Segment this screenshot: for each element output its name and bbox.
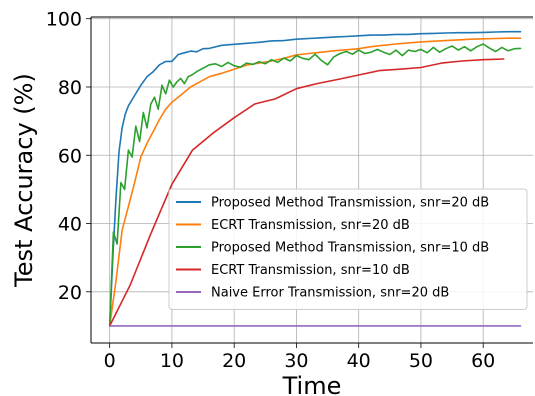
legend-box xyxy=(168,188,528,310)
legend-entry: Proposed Method Transmission, snr=10 dB xyxy=(211,241,489,256)
x-tick-label: 50 xyxy=(409,350,433,372)
y-tick-label: 40 xyxy=(58,214,82,236)
y-tick-label: 100 xyxy=(46,9,82,31)
x-tick-label: 30 xyxy=(284,350,308,372)
y-tick-label: 20 xyxy=(58,282,82,304)
x-tick-label: 0 xyxy=(104,350,116,372)
legend-entry: ECRT Transmission, snr=20 dB xyxy=(211,218,410,233)
axes xyxy=(86,16,533,348)
legend-entry: ECRT Transmission, snr=10 dB xyxy=(211,263,410,278)
legend-entry: Proposed Method Transmission, snr=20 dB xyxy=(211,196,489,211)
legend: Proposed Method Transmission, snr=20 dB E… xyxy=(168,188,528,310)
series-layer xyxy=(108,30,522,327)
y-tick-label: 80 xyxy=(58,77,82,99)
y-axis-label: Test Accuracy (%) xyxy=(10,73,38,288)
x-tick-label: 60 xyxy=(471,350,495,372)
x-tick-label: 40 xyxy=(347,350,371,372)
y-tick-label: 60 xyxy=(58,145,82,167)
series-line-2 xyxy=(108,37,522,327)
x-axis-label: Time xyxy=(282,372,342,396)
x-tick-label: 20 xyxy=(222,350,246,372)
series-line-4 xyxy=(108,58,505,327)
tick-labels: 0 10 20 30 40 50 60 20 40 60 80 100 xyxy=(46,9,496,372)
series-line-1 xyxy=(108,30,522,327)
series-line-3 xyxy=(108,43,522,327)
legend-entry: Naive Error Transmission, snr=20 dB xyxy=(211,286,449,301)
x-tick-label: 10 xyxy=(160,350,184,372)
